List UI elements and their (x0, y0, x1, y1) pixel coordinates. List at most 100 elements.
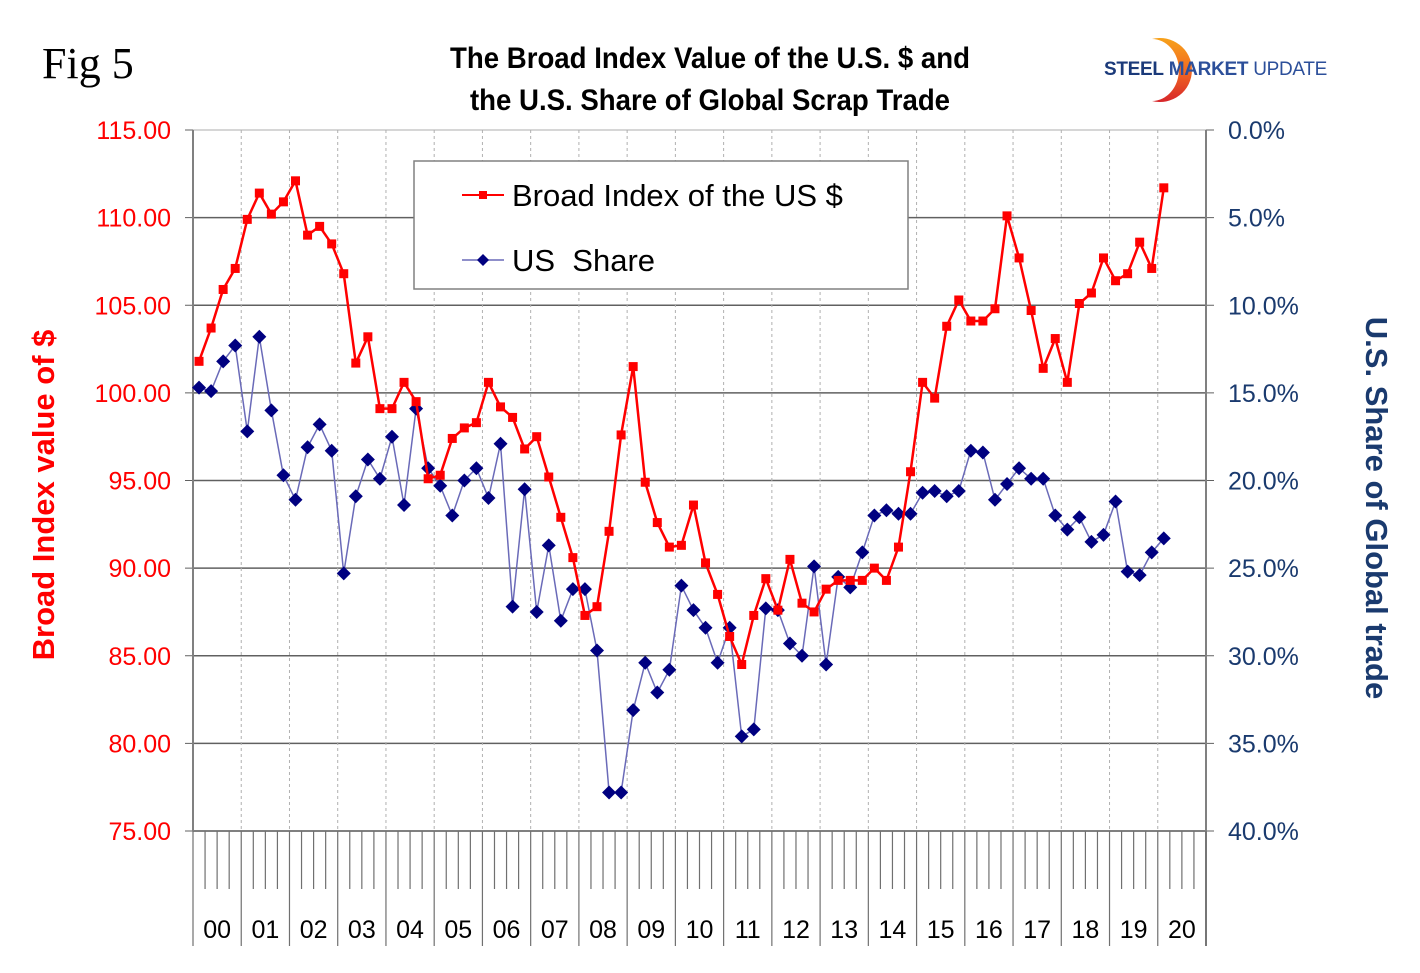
broad-index-point (411, 397, 421, 407)
right-y-tick-labels: 0.0% 5.0% 10.0% 15.0% 20.0% 25.0% 30.0% 35.0% 40… (1228, 117, 1299, 846)
us-share-point (228, 338, 243, 353)
broad-index-point (1111, 276, 1121, 286)
broad-index-point (1159, 183, 1169, 193)
us-share-point (553, 613, 568, 628)
us-share-point (457, 473, 472, 488)
broad-index-point (1026, 306, 1036, 316)
x-tick-label: 01 (251, 916, 279, 944)
us-share-point (975, 445, 990, 460)
us-share-point (674, 578, 689, 593)
broad-index-point (833, 575, 843, 585)
us-share-point (879, 503, 894, 518)
broad-index-point (869, 563, 879, 573)
us-share-point (638, 655, 653, 670)
us-share-point (469, 461, 484, 476)
x-tick-label: 04 (396, 916, 424, 944)
us-share-point (1060, 522, 1075, 537)
broad-index-point (447, 433, 457, 443)
broad-index-point (1147, 263, 1157, 273)
us-share-point (1084, 534, 1099, 549)
chart-title-line-2: the U.S. Share of Global Scrap Trade (469, 84, 951, 117)
broad-index-point (676, 540, 686, 550)
broad-index-point (471, 418, 481, 428)
broad-index-point (592, 602, 602, 612)
left-y-axis-label: Broad Index value of $ (26, 330, 61, 661)
axes (185, 129, 1214, 946)
logo-word-market: MARKET (1168, 59, 1249, 80)
broad-index-point (1086, 288, 1096, 298)
us-share-point (1072, 510, 1087, 525)
us-share-point (445, 508, 460, 523)
broad-index-point (230, 263, 240, 273)
logo-text: STEEL MARKET UPDATE (1104, 59, 1327, 81)
broad-index-point (1038, 363, 1048, 373)
broad-index-point (664, 542, 674, 552)
legend-square-marker-icon (479, 191, 487, 199)
broad-index-point (845, 575, 855, 585)
us-share-point (746, 722, 761, 737)
us-share-point (1108, 494, 1123, 509)
right-y-tick-label: 20.0% (1228, 468, 1299, 496)
chart-title-line-1: The Broad Index Value of the U.S. $ and (450, 42, 970, 75)
broad-index-point (1002, 211, 1012, 221)
chart-title: The Broad Index Value of the U.S. $ and … (360, 38, 1059, 122)
figure-label: Fig 5 (42, 39, 134, 88)
x-tick-label: 17 (1023, 916, 1051, 944)
us-share-point (819, 657, 834, 672)
broad-index-point (954, 295, 964, 305)
us-share-point (734, 729, 749, 744)
broad-index-point (544, 472, 554, 482)
x-tick-label: 15 (927, 916, 955, 944)
broad-index-point (881, 575, 891, 585)
broad-index-point (194, 356, 204, 366)
x-tick-label: 05 (444, 916, 472, 944)
broad-index-point (206, 323, 216, 333)
series-broad-index (194, 176, 1169, 670)
us-share-point (602, 785, 617, 800)
broad-index-point (918, 377, 928, 387)
broad-index-point (218, 284, 228, 294)
us-share-point (300, 440, 315, 455)
us-share-point (360, 452, 375, 467)
us-share-point (264, 403, 279, 418)
broad-index-point (242, 214, 252, 224)
x-tick-label: 03 (348, 916, 376, 944)
left-y-tick-label: 95.00 (108, 468, 171, 496)
legend: Broad Index of the US $ US Share (413, 160, 909, 290)
broad-index-point (291, 176, 301, 186)
left-y-tick-label: 85.00 (108, 643, 171, 671)
x-tick-label: 16 (975, 916, 1003, 944)
broad-index-point (640, 477, 650, 487)
logo-swoosh-icon (1152, 38, 1192, 102)
right-y-axis-label: U.S. Share of Global trade (1359, 317, 1394, 699)
us-share-point (1024, 471, 1039, 486)
us-share-point (252, 329, 267, 344)
us-share-point (782, 636, 797, 651)
x-tick-label: 12 (782, 916, 810, 944)
logo-word-steel: STEEL (1104, 59, 1164, 80)
us-share-point (216, 354, 231, 369)
legend-item-us-share: US Share (462, 243, 655, 278)
broad-index-point (1014, 253, 1024, 263)
us-share-point (867, 508, 882, 523)
broad-index-point (327, 239, 337, 249)
x-tick-labels: 00 01 02 03 04 05 06 07 08 09 10 11 12 13 14 15 16 17 18 19… (203, 916, 1196, 944)
broad-index-point (761, 574, 771, 584)
us-share-line (198, 336, 1165, 794)
us-share-point (541, 538, 556, 553)
left-y-tick-label: 115.00 (96, 117, 171, 145)
us-share-point (1012, 461, 1027, 476)
right-y-tick-label: 15.0% (1228, 380, 1299, 408)
left-y-tick-label: 110.00 (96, 205, 171, 233)
us-share-point (372, 471, 387, 486)
broad-index-point (266, 209, 276, 219)
x-tick-label: 19 (1120, 916, 1148, 944)
broad-index-point (303, 230, 313, 240)
us-share-point (505, 599, 520, 614)
left-y-tick-label: 105.00 (95, 292, 171, 320)
x-tick-label: 09 (637, 916, 665, 944)
right-y-tick-label: 25.0% (1228, 555, 1299, 583)
broad-index-point (1135, 237, 1145, 247)
broad-index-point (785, 554, 795, 564)
us-share-point (662, 662, 677, 677)
